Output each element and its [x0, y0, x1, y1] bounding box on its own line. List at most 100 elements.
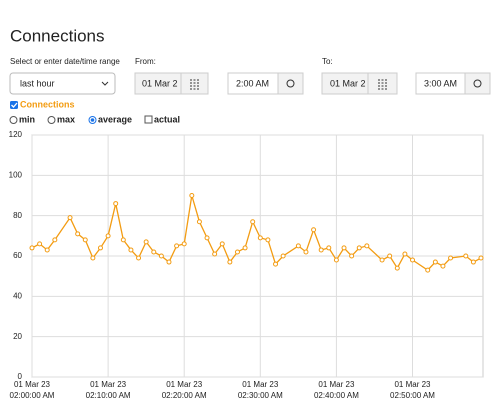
data-point [242, 245, 248, 251]
data-point [280, 253, 286, 259]
data-point [326, 245, 332, 251]
y-tick-label: 20 [13, 332, 22, 341]
option[interactable]: min [9, 114, 35, 124]
data-point [204, 235, 210, 241]
data-point [470, 259, 476, 265]
data-point [113, 201, 119, 207]
data-point [295, 243, 301, 249]
radio [9, 116, 18, 124]
to-clock-button[interactable] [464, 72, 491, 95]
data-point [75, 231, 81, 237]
radio [47, 116, 56, 124]
data-point [212, 251, 218, 257]
y-tick-label: 60 [13, 251, 22, 260]
data-point [196, 219, 202, 225]
data-point [44, 247, 50, 253]
data-point [364, 243, 370, 249]
to-date-value: 01 Mar 2 [330, 78, 366, 88]
x-tick-date: 01 Mar 23 [14, 380, 51, 389]
x-tick-label: 02:40:00 AM [314, 391, 359, 400]
from-label: From: [135, 57, 156, 66]
data-point [136, 255, 142, 261]
to-date[interactable]: 01 Mar 2 [321, 72, 369, 95]
data-point [410, 257, 416, 263]
data-point [82, 237, 88, 243]
range-label: Select or enter date/time range [10, 57, 120, 66]
y-tick-label: 100 [9, 170, 23, 179]
series-name: Connections [20, 99, 75, 109]
data-point [105, 233, 111, 239]
data-point [387, 253, 393, 259]
data-point [181, 241, 187, 247]
x-tick-label: 02:30:00 AM [238, 391, 283, 400]
data-point [29, 245, 35, 251]
y-tick-label: 0 [18, 372, 23, 381]
data-point [432, 259, 438, 265]
data-point [303, 249, 309, 255]
data-point [143, 239, 149, 245]
y-tick-label: 40 [13, 291, 22, 300]
radio-dot [90, 118, 95, 122]
data-point [341, 245, 347, 251]
to-time[interactable]: 3:00 AM [415, 72, 466, 95]
data-point [128, 247, 134, 253]
checkbox [144, 115, 153, 124]
data-point [318, 247, 324, 253]
x-tick-date: 01 Mar 23 [166, 380, 203, 389]
to-label: To: [322, 57, 333, 66]
from-time-value: 2:00 AM [236, 78, 269, 88]
data-point [333, 257, 339, 263]
data-point [151, 249, 157, 255]
data-point [478, 255, 484, 261]
data-point [440, 263, 446, 269]
from-time[interactable]: 2:00 AM [227, 72, 279, 95]
series-checkbox[interactable]: Connections [10, 99, 75, 109]
option[interactable]: actual [144, 114, 180, 124]
range-value: last hour [20, 78, 55, 88]
data-point [90, 255, 96, 261]
option[interactable]: average [88, 114, 132, 124]
from-calendar-button[interactable] [180, 72, 209, 95]
data-point [356, 245, 362, 251]
x-tick-label: 02:00:00 AM [10, 391, 55, 400]
data-point [257, 235, 263, 241]
data-point [189, 193, 195, 198]
data-point [379, 257, 385, 263]
option-label: max [57, 114, 75, 124]
to-calendar-button[interactable] [367, 72, 398, 95]
range-select[interactable]: last hour [9, 72, 116, 95]
data-point [174, 243, 180, 249]
data-point [219, 241, 225, 247]
option-label: average [98, 114, 132, 124]
x-tick-label: 02:50:00 AM [390, 391, 435, 400]
data-point [311, 227, 317, 233]
data-point [97, 245, 103, 251]
data-point [37, 241, 43, 247]
x-tick-date: 01 Mar 23 [242, 380, 279, 389]
data-point [402, 251, 408, 257]
data-point [250, 219, 256, 225]
from-date-value: 01 Mar 2 [142, 78, 178, 88]
data-point [52, 237, 58, 243]
x-tick-label: 02:20:00 AM [162, 391, 207, 400]
to-time-value: 3:00 AM [424, 78, 457, 88]
option[interactable]: max [47, 114, 75, 124]
y-tick-label: 80 [13, 211, 22, 220]
data-point [425, 267, 431, 273]
data-point [227, 259, 233, 265]
option-label: min [19, 114, 35, 124]
option-label: actual [154, 114, 180, 124]
x-tick-label: 02:10:00 AM [86, 391, 131, 400]
data-point [120, 237, 126, 243]
from-clock-button[interactable] [277, 72, 304, 95]
data-point [394, 265, 400, 271]
from-date[interactable]: 01 Mar 2 [134, 72, 182, 95]
x-tick-date: 01 Mar 23 [318, 380, 355, 389]
x-tick-date: 01 Mar 23 [90, 380, 127, 389]
data-point [265, 237, 271, 243]
data-point [349, 253, 355, 259]
data-point [273, 261, 279, 267]
data-point [158, 253, 164, 259]
data-point [463, 253, 469, 259]
